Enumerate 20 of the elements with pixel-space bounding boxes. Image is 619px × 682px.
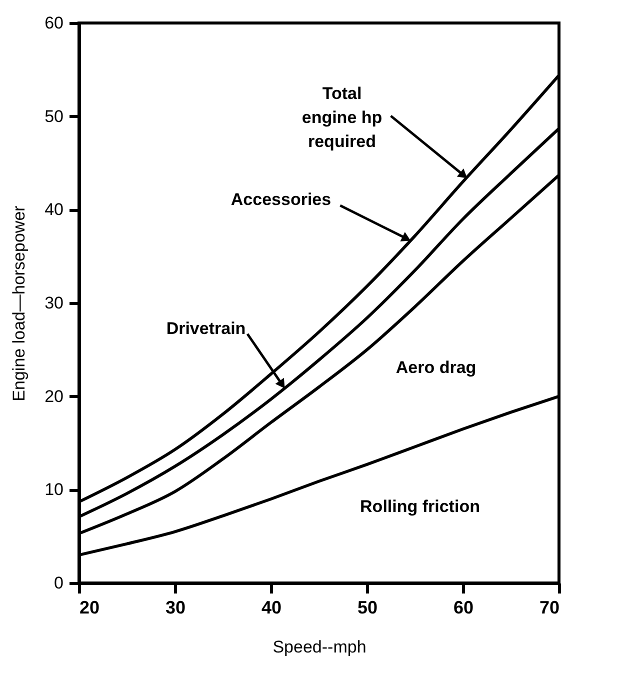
- annotation: Total engine hp required: [302, 84, 382, 151]
- y-tick-label: 0: [54, 574, 64, 592]
- x-tick-label: 50: [357, 598, 378, 618]
- y-tick-label: 50: [44, 106, 64, 126]
- x-tick-label: 20: [80, 598, 100, 618]
- x-tick-label: 40: [261, 598, 282, 618]
- x-tick-label: 60: [453, 598, 474, 618]
- y-tick-label: 40: [44, 200, 64, 220]
- annotation: Rolling friction: [360, 497, 480, 516]
- x-tick-label: 30: [165, 598, 186, 618]
- y-tick-label: 60: [44, 14, 64, 32]
- y-axis-title: Engine load—horsepower: [10, 205, 29, 402]
- annotation: Drivetrain: [166, 319, 246, 338]
- y-tick-label: 30: [44, 294, 64, 312]
- x-axis-title: Speed--mph: [272, 638, 366, 656]
- annotation: Accessories: [230, 190, 332, 209]
- annotation: Aero drag: [396, 358, 476, 377]
- y-tick-label: 20: [44, 386, 64, 406]
- y-tick-label: 10: [44, 480, 64, 500]
- x-tick-label: 70: [539, 598, 560, 618]
